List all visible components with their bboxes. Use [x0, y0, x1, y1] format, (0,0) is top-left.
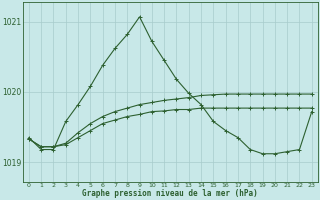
X-axis label: Graphe pression niveau de la mer (hPa): Graphe pression niveau de la mer (hPa) [83, 189, 258, 198]
